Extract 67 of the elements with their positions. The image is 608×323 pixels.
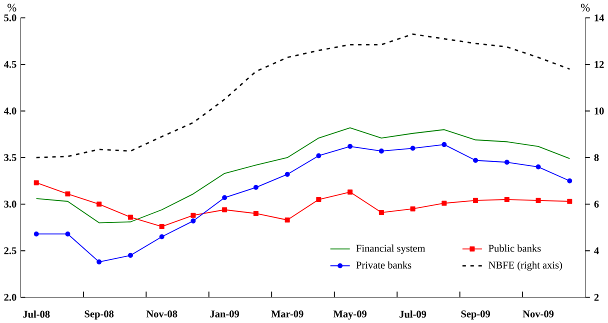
point: [253, 210, 258, 216]
x-tick-label: Mar-09: [271, 310, 304, 318]
x-tick-label: Jan-09: [210, 310, 240, 318]
x-tick-label: Nov-08: [146, 310, 178, 318]
point: [473, 198, 478, 203]
x-tick-label: Jul-09: [400, 310, 426, 318]
point: [96, 201, 102, 207]
point: [128, 252, 133, 258]
legend-label: Financial system: [356, 244, 426, 254]
point: [536, 198, 541, 203]
y2-tick-label: 8: [594, 154, 599, 161]
point: [128, 214, 133, 220]
line-series: [36, 33, 570, 158]
legend-label: NBFE (right axis): [488, 261, 562, 271]
point: [159, 224, 164, 229]
point: [504, 196, 510, 202]
point: [442, 200, 447, 206]
y-tick-label: 4.0: [4, 107, 16, 114]
x-tick-label: Sep-08: [84, 310, 114, 320]
x-tick-label: May-09: [333, 310, 367, 320]
point: [410, 146, 416, 151]
point: [316, 196, 322, 202]
point: [410, 206, 416, 212]
x-tick-label: Sep-09: [461, 310, 490, 320]
point: [34, 231, 39, 236]
y2-tick-label: 12: [594, 60, 604, 68]
y2-tick-label: 14: [594, 14, 604, 22]
point: [159, 234, 164, 240]
point: [567, 178, 572, 184]
point: [348, 144, 353, 149]
point: [96, 259, 102, 264]
y2-tick-label: 10: [594, 107, 604, 114]
point: [378, 148, 384, 154]
point: [378, 210, 384, 215]
point: [34, 180, 39, 186]
point: [222, 194, 228, 200]
point: [348, 189, 353, 194]
point: [504, 160, 510, 165]
point: [536, 164, 541, 170]
point: [65, 231, 70, 236]
point: [442, 142, 447, 147]
legend-label: Public banks: [488, 244, 541, 252]
point: [473, 158, 478, 163]
line-series: [36, 127, 570, 224]
point: [190, 212, 196, 218]
point: [567, 198, 572, 204]
y2-tick-label: 6: [594, 200, 599, 208]
point: [253, 184, 258, 190]
legend-label: Private banks: [356, 261, 412, 268]
point: [222, 207, 228, 212]
y-tick-label: 2.5: [4, 247, 16, 254]
point: [190, 218, 196, 224]
y-tick-label: 3.0: [4, 200, 16, 208]
y2-axis-title: %: [580, 4, 590, 12]
y-tick-label: 4.5: [4, 60, 16, 68]
y-tick-label: 2.0: [4, 294, 16, 301]
x-tick-label: Jul-08: [23, 310, 50, 318]
y-tick-label: 3.5: [4, 154, 16, 161]
y2-tick-label: 4: [594, 247, 599, 254]
point: [65, 191, 70, 196]
point: [284, 217, 290, 222]
point: [316, 153, 322, 158]
y2-tick-label: 2: [594, 294, 599, 301]
y-axis-title: %: [8, 4, 16, 12]
y-tick-label: 5.0: [4, 14, 16, 22]
point: [284, 172, 290, 177]
x-tick-label: Nov-09: [522, 310, 554, 318]
